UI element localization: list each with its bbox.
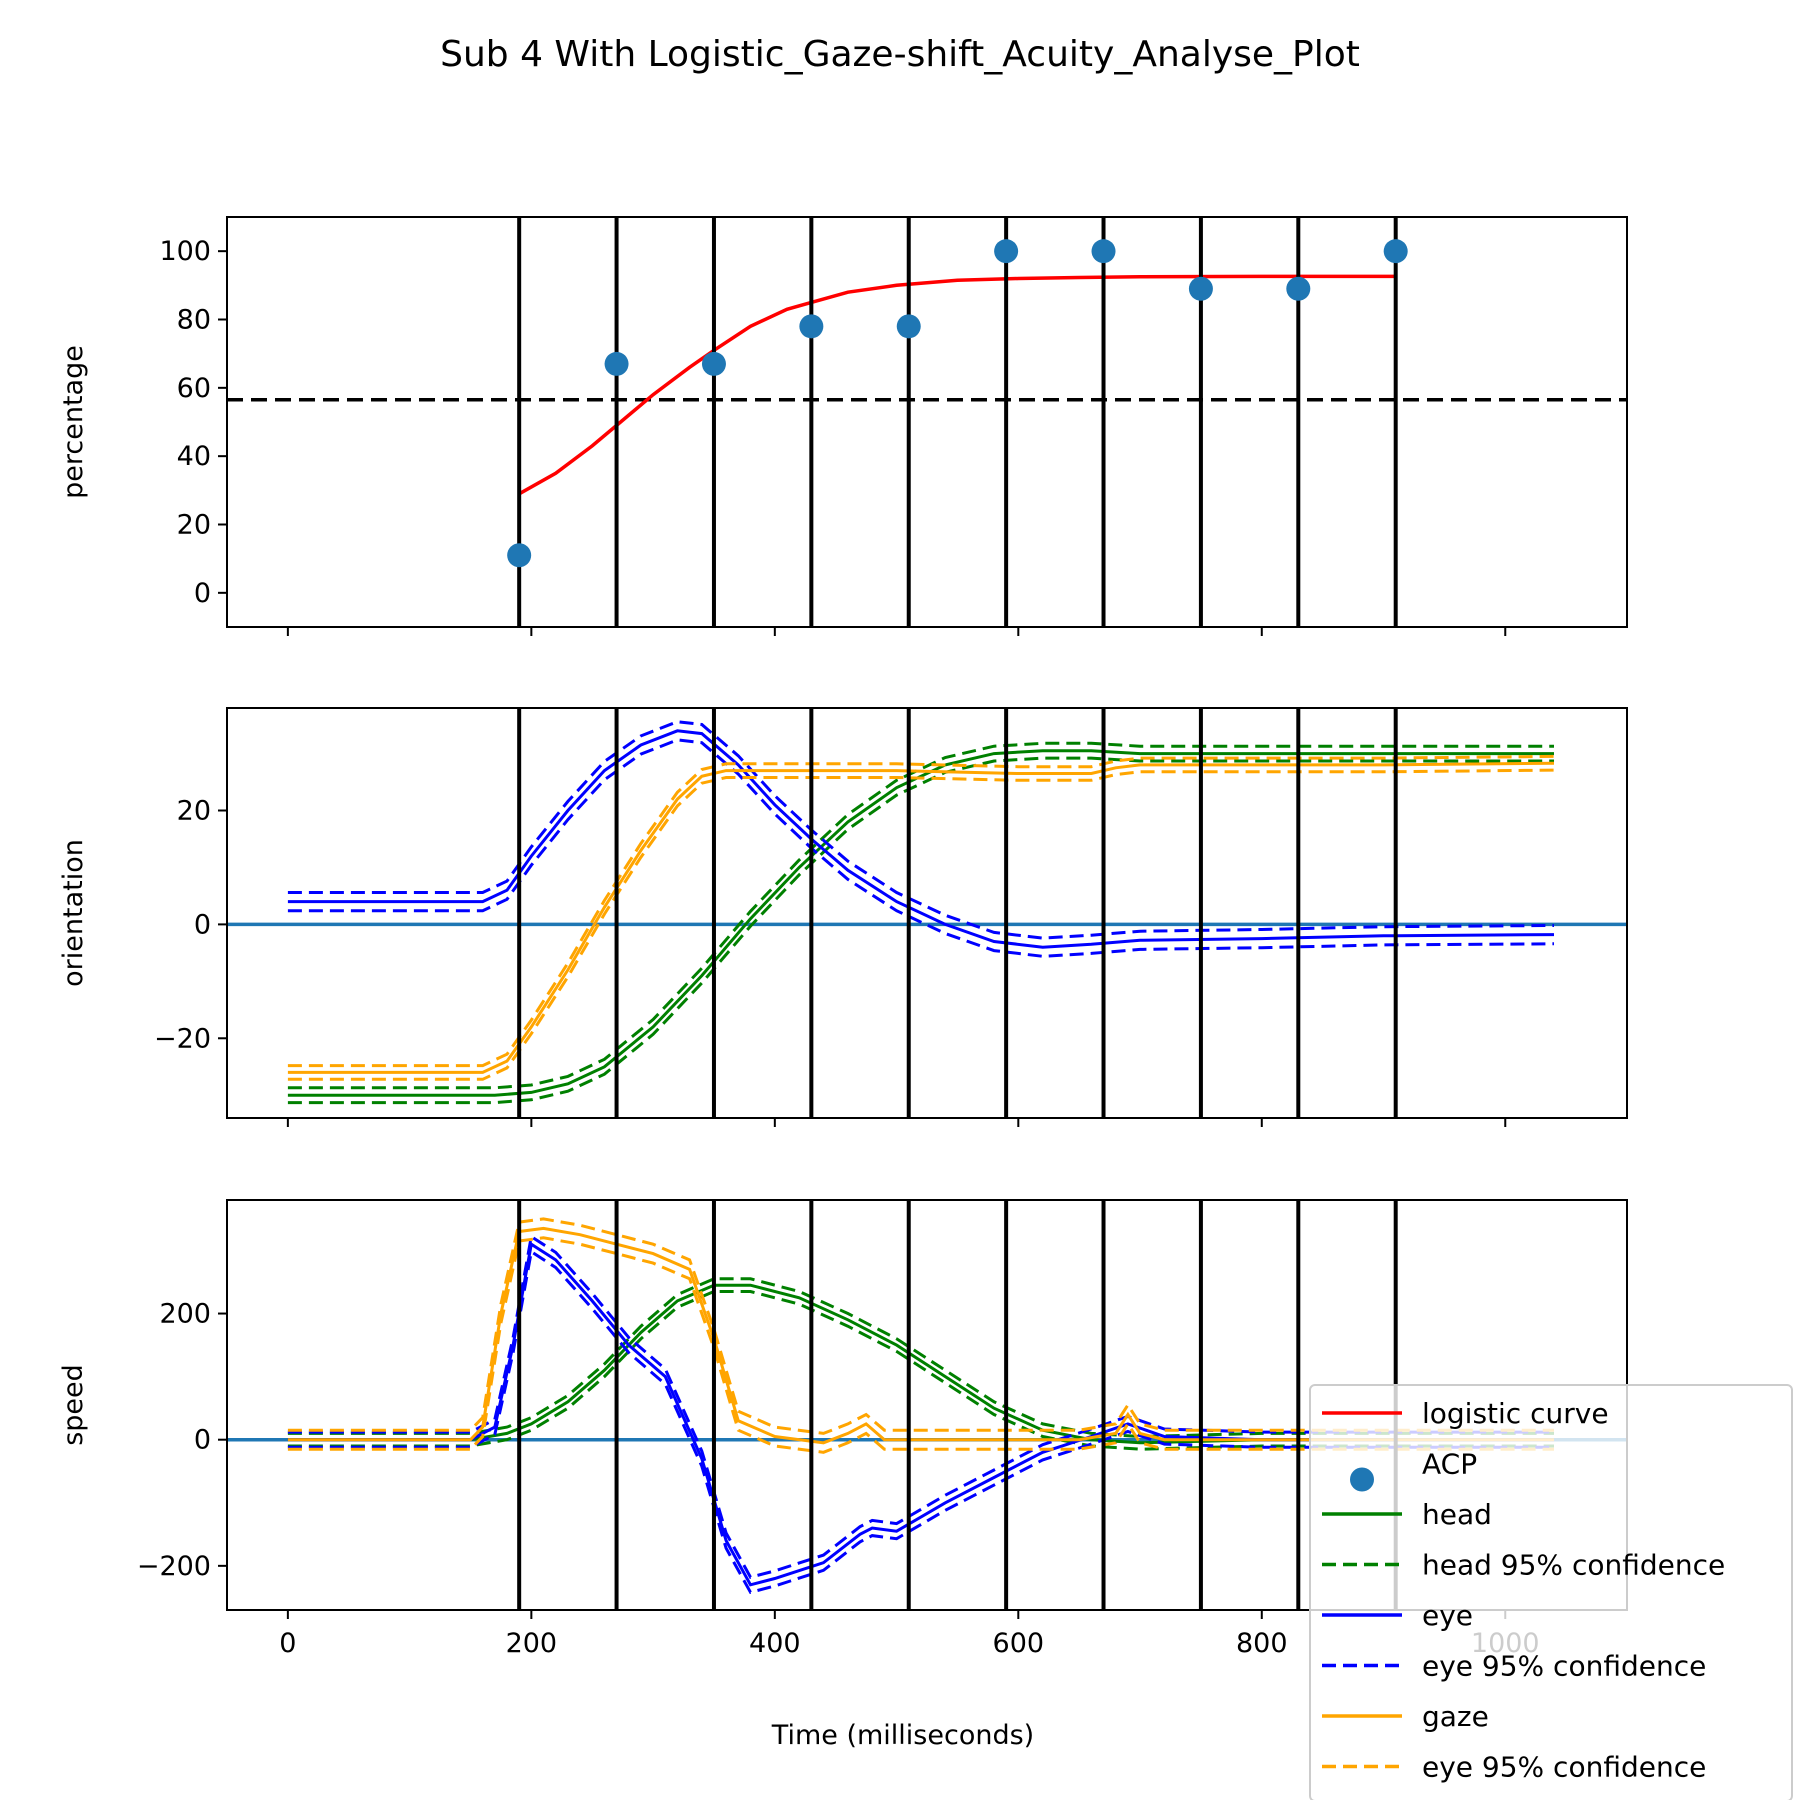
y-tick-label: 100: [159, 236, 211, 267]
head-ci-upper: [287, 741, 1554, 1090]
gaze-line: [287, 761, 1555, 1074]
y-axis-label: orientation: [58, 839, 89, 987]
panel-percentage: 0 20 40 60 80 100 percentage: [58, 216, 1628, 636]
gaze-line: [287, 1226, 1554, 1445]
panel-orientation: −20 0 20 orientation: [58, 707, 1628, 1127]
acp-point: [1286, 276, 1311, 301]
legend-item: head: [1322, 1498, 1492, 1531]
y-tick-label: 80: [177, 305, 211, 336]
x-tick-label: 600: [993, 1628, 1045, 1659]
plot-area-orientation: [227, 708, 1627, 1118]
legend-marker: [1350, 1467, 1374, 1492]
x-tick-label: 800: [1236, 1628, 1288, 1659]
legend-item: gaze: [1322, 1700, 1489, 1733]
head-line: [287, 749, 1554, 1097]
axes-frame: [226, 707, 1628, 1119]
acp-point: [1091, 239, 1116, 264]
legend-box: [1309, 1384, 1793, 1802]
acp-point: [604, 351, 629, 376]
legend-item: eye: [1322, 1599, 1473, 1632]
legend: logistic curve ACP head head 95% confidence…: [1309, 1384, 1793, 1802]
y-tick-label: 20: [177, 510, 211, 541]
y-tick-label: −20: [154, 1023, 211, 1054]
y-tick-label: 0: [194, 909, 211, 940]
gaze-ci-upper: [287, 754, 1555, 1068]
legend-label: gaze: [1422, 1700, 1489, 1733]
logistic-curve: [518, 274, 1396, 496]
panels: 020406080100percentage−20020orientation−…: [58, 216, 1628, 1659]
legend-label: eye 95% confidence: [1422, 1650, 1706, 1683]
legend-label: eye 95% confidence: [1422, 1751, 1706, 1784]
gaze-ci-upper: [287, 1217, 1554, 1435]
acp-point: [507, 543, 532, 568]
eye-line: [287, 729, 1555, 949]
y-tick-label: 0: [194, 578, 211, 609]
y-tick-label: 60: [177, 373, 211, 404]
y-axis-label: percentage: [58, 345, 89, 499]
y-tick-label: −200: [137, 1551, 211, 1582]
axes-frame: [226, 216, 1628, 628]
acp-point: [994, 239, 1019, 264]
chart-title: Sub 4 With Logistic_Gaze-shift_Acuity_An…: [440, 34, 1360, 75]
legend-label: head: [1422, 1498, 1492, 1531]
gaze-ci-lower: [287, 768, 1555, 1081]
legend-label: head 95% confidence: [1422, 1549, 1725, 1582]
y-tick-label: 0: [194, 1425, 211, 1456]
y-tick-label: 200: [159, 1299, 211, 1330]
legend-item: eye 95% confidence: [1322, 1650, 1706, 1683]
x-tick-label: 400: [749, 1628, 801, 1659]
y-tick-label: 40: [177, 441, 211, 472]
acp-point: [1383, 239, 1408, 264]
acp-point: [799, 314, 824, 339]
x-tick-label: 200: [506, 1628, 558, 1659]
legend-item: head 95% confidence: [1322, 1549, 1725, 1582]
plot-area-percentage: [227, 217, 1627, 627]
x-tick-label: 0: [279, 1628, 296, 1659]
y-tick-label: 20: [177, 796, 211, 827]
legend-label: eye: [1422, 1599, 1473, 1632]
legend-label: logistic curve: [1422, 1397, 1609, 1430]
legend-item: logistic curve: [1322, 1397, 1609, 1430]
legend-item: ACP: [1350, 1448, 1477, 1492]
legend-label: ACP: [1422, 1448, 1477, 1481]
legend-item: eye 95% confidence: [1322, 1751, 1706, 1784]
y-axis-label: speed: [58, 1364, 89, 1446]
acp-point: [701, 351, 726, 376]
acp-point: [1188, 276, 1213, 301]
x-axis-label: Time (milliseconds): [771, 1720, 1034, 1751]
gaze-ci-lower: [287, 1236, 1554, 1454]
head-ci-lower: [287, 756, 1554, 1105]
acp-point: [896, 314, 921, 339]
